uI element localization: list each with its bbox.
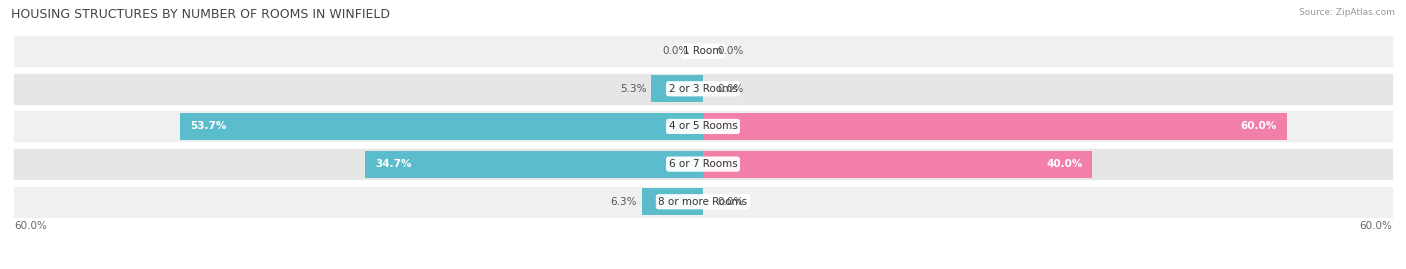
Text: 0.0%: 0.0% [717,84,744,94]
Text: HOUSING STRUCTURES BY NUMBER OF ROOMS IN WINFIELD: HOUSING STRUCTURES BY NUMBER OF ROOMS IN… [11,8,391,21]
Text: 4 or 5 Rooms: 4 or 5 Rooms [669,121,737,132]
Bar [14,187,1392,217]
Bar [703,113,1286,140]
Text: 60.0%: 60.0% [1241,121,1277,132]
Text: 40.0%: 40.0% [1046,159,1083,169]
Bar [14,36,1392,66]
Text: 8 or more Rooms: 8 or more Rooms [658,197,748,207]
Text: 6 or 7 Rooms: 6 or 7 Rooms [669,159,737,169]
Text: Source: ZipAtlas.com: Source: ZipAtlas.com [1299,8,1395,17]
Text: 0.0%: 0.0% [717,197,744,207]
Bar [651,75,703,102]
Bar [366,151,703,178]
Text: 0.0%: 0.0% [662,46,689,56]
Bar [180,113,703,140]
Text: 6.3%: 6.3% [610,197,637,207]
Text: 5.3%: 5.3% [620,84,647,94]
Text: 2 or 3 Rooms: 2 or 3 Rooms [669,84,737,94]
Bar [14,74,1392,104]
Text: 53.7%: 53.7% [190,121,226,132]
Text: 34.7%: 34.7% [375,159,412,169]
Text: 1 Room: 1 Room [683,46,723,56]
Bar [641,188,703,215]
Text: 60.0%: 60.0% [1360,221,1392,231]
Bar [14,149,1392,179]
Bar [703,151,1092,178]
Text: 0.0%: 0.0% [717,46,744,56]
Bar [14,111,1392,141]
Text: 60.0%: 60.0% [14,221,46,231]
